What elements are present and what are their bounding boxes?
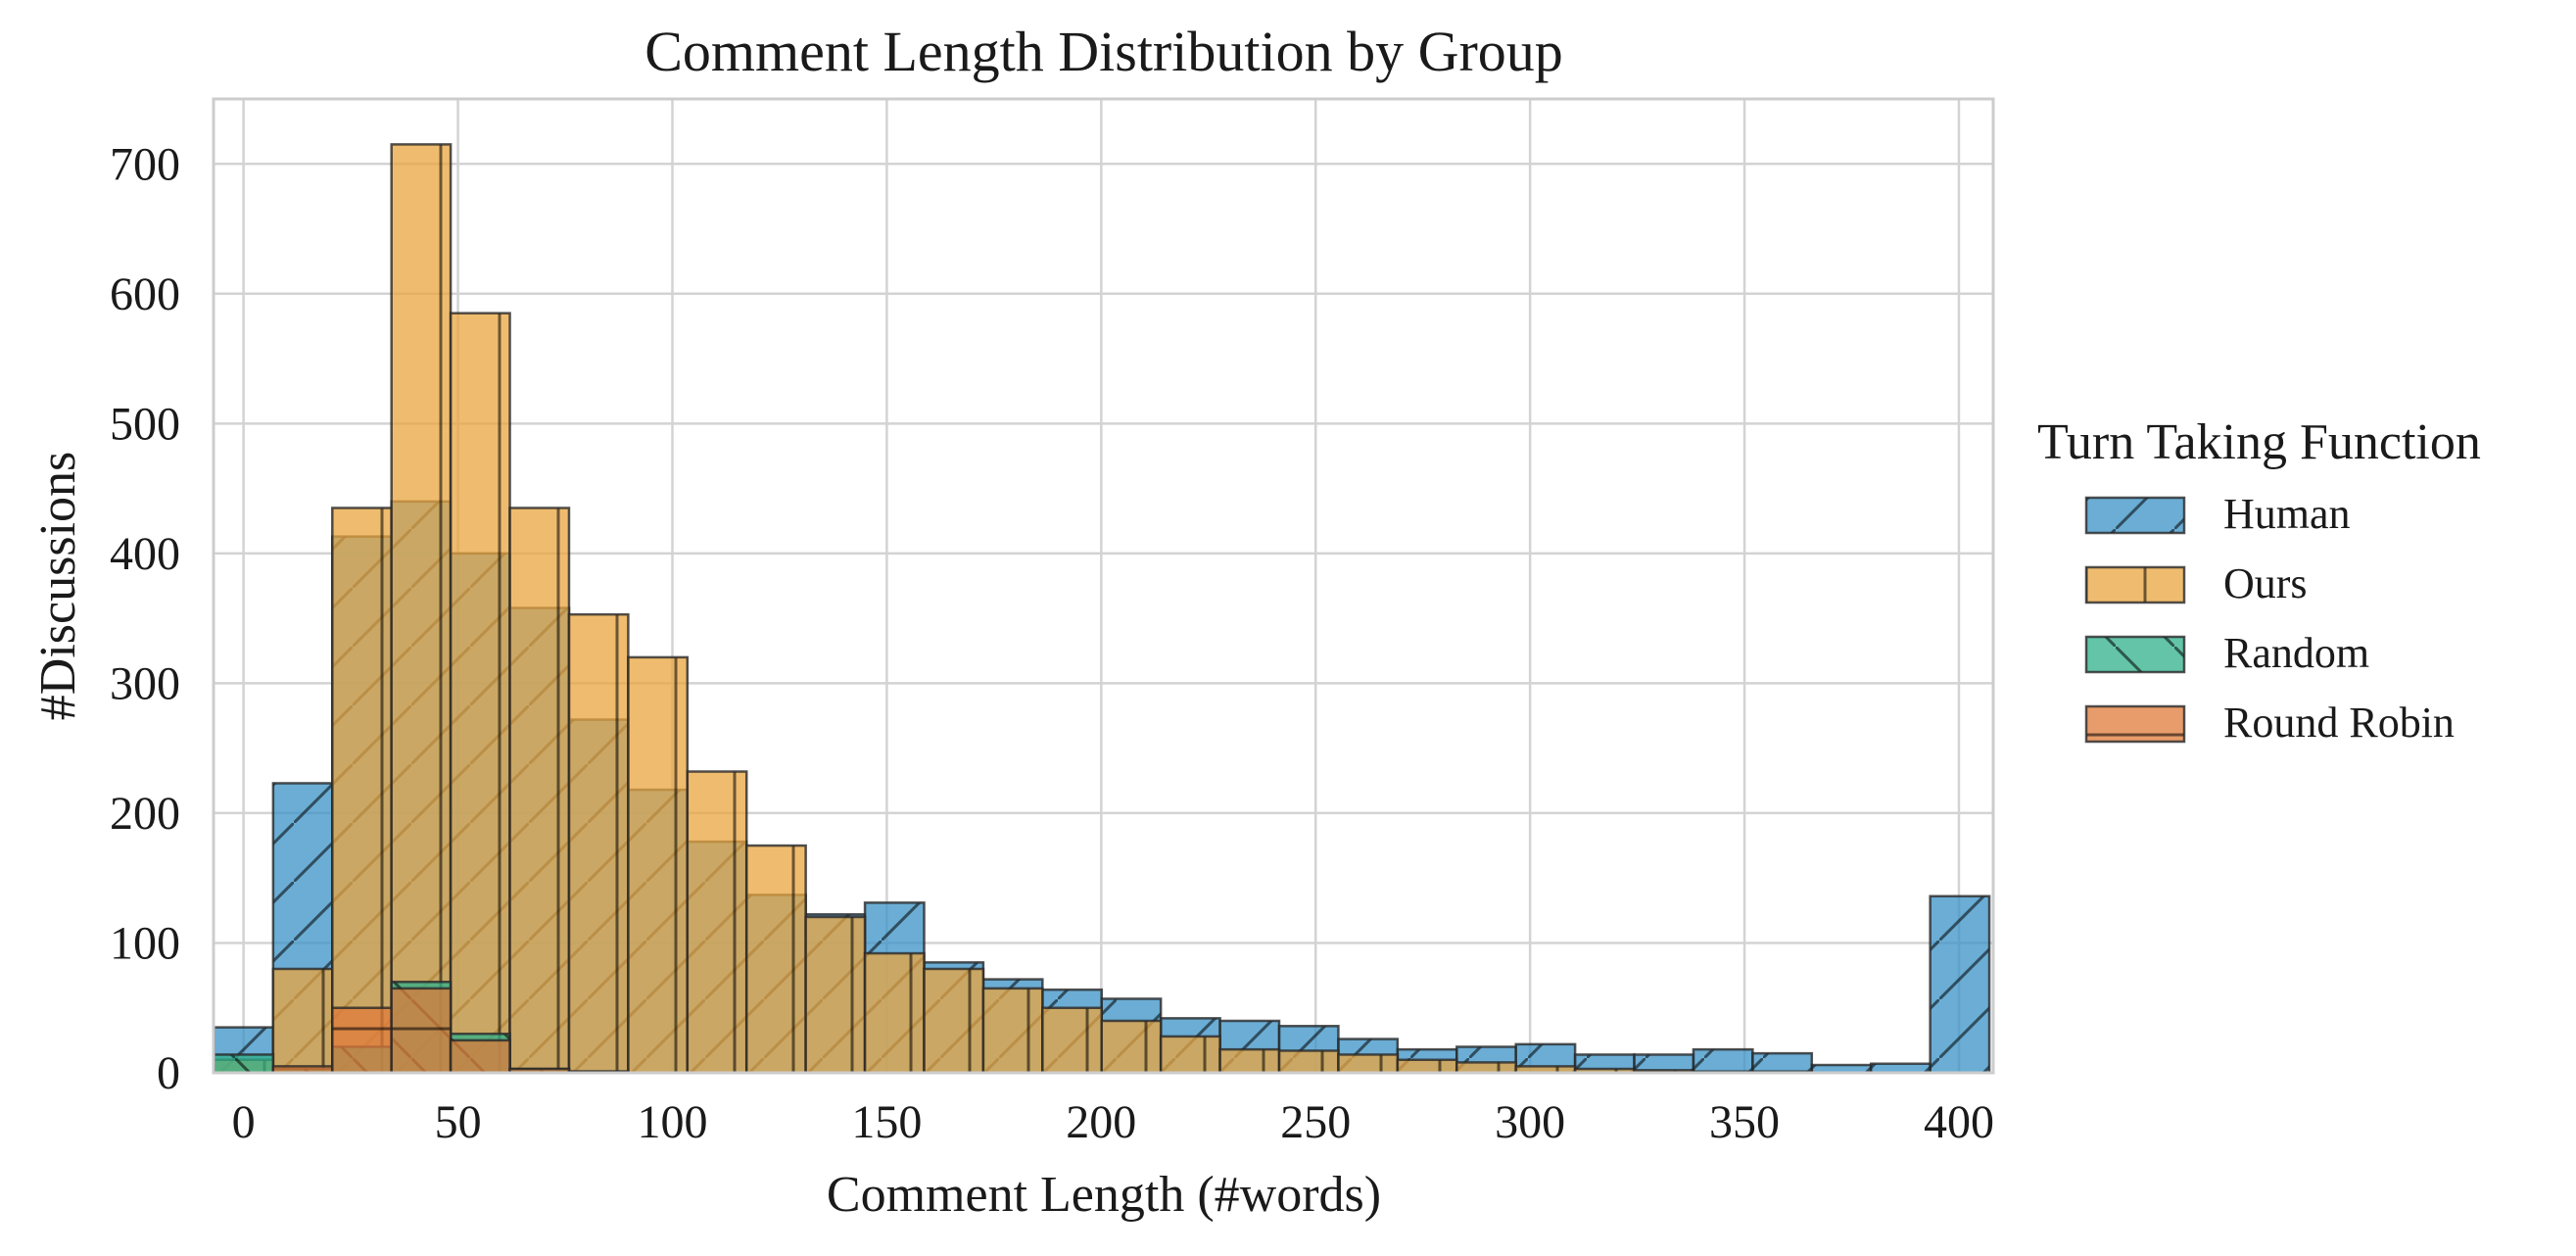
x-tick-label: 150 (851, 1096, 922, 1148)
bar-hatch-ours (1455, 1061, 1517, 1075)
y-tick-label: 500 (110, 398, 180, 450)
bar-hatch-ours (508, 507, 571, 1075)
bar-hatch-ours (1100, 1019, 1163, 1075)
bar-hatch-ours (923, 967, 985, 1075)
bar-hatch-human (1929, 894, 1991, 1075)
x-tick-label: 400 (1924, 1096, 1994, 1148)
bar-hatch-ours (627, 655, 690, 1075)
bar-hatch-random (213, 1053, 275, 1075)
legend-swatch-hatch (2084, 496, 2186, 535)
x-tick-label: 50 (435, 1096, 482, 1148)
legend: Turn Taking Function Human Ours Random Roun… (2037, 414, 2481, 747)
y-tick-label: 700 (110, 138, 180, 190)
legend-label: Random (2223, 629, 2369, 677)
bar-hatch-ours (804, 915, 867, 1075)
legend-item-ours: Ours (2084, 559, 2308, 607)
y-axis-label: #Discussions (30, 452, 86, 720)
legend-item-random: Random (2084, 629, 2369, 677)
legend-items: Human Ours Random Round Robin (2084, 490, 2455, 747)
plot-frame (212, 97, 1995, 1075)
bar-hatch-ours (863, 951, 926, 1075)
bar-hatch-human (1751, 1051, 1814, 1075)
x-tick-label: 350 (1709, 1096, 1780, 1148)
bar-hatch-ours (981, 987, 1044, 1075)
series-ours (213, 143, 1814, 1075)
legend-label: Round Robin (2223, 699, 2455, 747)
x-tick-label: 300 (1495, 1096, 1565, 1148)
x-tick-label: 250 (1280, 1096, 1351, 1148)
y-tick-label: 400 (110, 528, 180, 580)
legend-swatch-hatch (2084, 635, 2186, 674)
bar-hatch-round-robin (331, 1006, 393, 1075)
x-axis-ticks: 0 50 100 150 200 250 300 350 400 (232, 1096, 1994, 1148)
legend-item-round-robin: Round Robin (2084, 699, 2455, 747)
bar-hatch-ours (271, 967, 334, 1075)
series-round-robin (271, 987, 630, 1075)
legend-swatch-hatch (2084, 565, 2186, 604)
y-axis-ticks: 0 100 200 300 400 500 600 700 (110, 138, 180, 1099)
bar-hatch-round-robin (449, 1039, 511, 1075)
y-tick-label: 600 (110, 268, 180, 320)
legend-label: Human (2223, 490, 2351, 538)
chart-title: Comment Length Distribution by Group (644, 20, 1563, 83)
legend-item-human: Human (2084, 490, 2351, 538)
bar-hatch-ours (744, 844, 807, 1075)
bar-hatch-ours (1041, 1006, 1103, 1075)
x-tick-label: 200 (1066, 1096, 1136, 1148)
bar-hatch-ours (1396, 1058, 1458, 1075)
bars (213, 143, 1991, 1075)
bar-hatch-ours (567, 612, 630, 1075)
y-tick-label: 200 (110, 788, 180, 840)
legend-swatch-hatch (2084, 704, 2186, 744)
legend-label: Ours (2223, 559, 2308, 607)
y-tick-label: 100 (110, 917, 180, 969)
bar-hatch-ours (1218, 1047, 1281, 1075)
bar-hatch-ours (331, 507, 393, 1075)
bar-hatch-ours (1337, 1053, 1400, 1075)
bar-hatch-ours (1159, 1035, 1221, 1075)
bar-hatch-ours (449, 312, 511, 1075)
bar-hatch-round-robin (390, 987, 453, 1075)
y-tick-label: 300 (110, 657, 180, 709)
x-axis-label: Comment Length (#words) (827, 1167, 1381, 1223)
legend-title: Turn Taking Function (2037, 414, 2481, 470)
x-tick-label: 0 (232, 1096, 256, 1148)
bar-hatch-human (1692, 1047, 1754, 1075)
x-tick-label: 100 (637, 1096, 707, 1148)
y-tick-label: 0 (157, 1047, 180, 1099)
bar-hatch-ours (390, 143, 453, 1075)
bar-hatch-ours (686, 770, 748, 1075)
bar-hatch-ours (1277, 1049, 1340, 1075)
